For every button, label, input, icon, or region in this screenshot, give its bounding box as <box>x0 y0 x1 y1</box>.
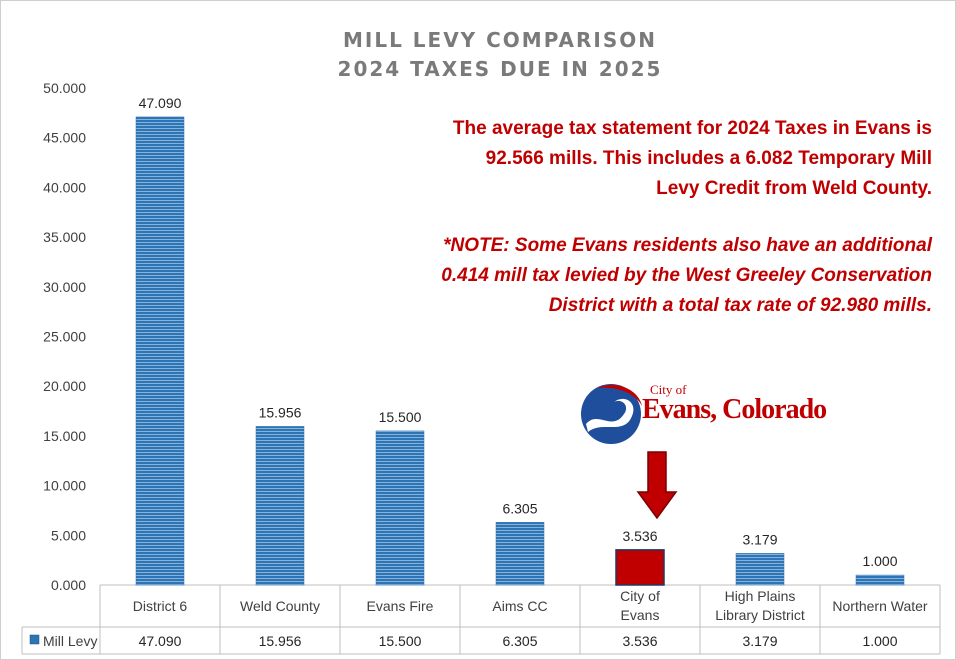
y-tick-label: 50.000 <box>43 80 86 96</box>
y-tick-label: 15.000 <box>43 428 86 444</box>
y-tick-label: 5.000 <box>51 527 86 543</box>
y-tick-label: 20.000 <box>43 378 86 394</box>
bar <box>855 574 905 586</box>
city-of-evans-logo: City of Evans, Colorado <box>578 380 827 448</box>
note-line-3: Levy Credit from Weld County. <box>656 178 932 199</box>
bar <box>255 426 305 586</box>
y-tick-label: 45.000 <box>43 130 86 146</box>
conservation-district-note: *NOTE: Some Evans residents also have an… <box>332 231 932 321</box>
y-tick-label: 10.000 <box>43 478 86 494</box>
table-value: 3.536 <box>622 633 657 649</box>
data-label: 3.536 <box>622 528 657 544</box>
category-label: Aims CC <box>492 598 547 614</box>
bar <box>135 116 185 586</box>
chart-subtitle: 2024 TAXES DUE IN 2025 <box>337 57 663 81</box>
chart-title: MILL LEVY COMPARISON <box>343 28 657 52</box>
category-label: Weld County <box>240 598 320 614</box>
y-tick-label: 0.000 <box>51 577 86 593</box>
logo-main-text: Evans, Colorado <box>642 394 827 425</box>
logo-swoosh-icon <box>581 384 642 444</box>
note-line-1: The average tax statement for 2024 Taxes… <box>452 118 932 139</box>
bar <box>375 430 425 586</box>
average-tax-note: The average tax statement for 2024 Taxes… <box>332 114 932 204</box>
note-line-5: 0.414 mill tax levied by the West Greele… <box>441 265 932 286</box>
category-label: Evans Fire <box>367 598 434 614</box>
y-tick-label: 30.000 <box>43 279 86 295</box>
category-label: High Plains Library District <box>715 588 805 623</box>
data-label: 15.956 <box>259 404 302 420</box>
note-line-2: 92.566 mills. This includes a 6.082 Temp… <box>485 148 932 169</box>
y-tick-label: 40.000 <box>43 179 86 195</box>
y-tick-label: 25.000 <box>43 329 86 345</box>
y-tick-label: 35.000 <box>43 229 86 245</box>
legend-series-name: Mill Levy <box>43 633 97 649</box>
chart-title-block: MILL LEVY COMPARISON 2024 TAXES DUE IN 2… <box>260 26 740 84</box>
table-value: 6.305 <box>502 633 537 649</box>
table-value: 3.179 <box>742 633 777 649</box>
note-line-4: *NOTE: Some Evans residents also have an… <box>443 235 932 256</box>
bar <box>615 549 665 586</box>
category-label: District 6 <box>133 598 188 614</box>
table-value: 15.956 <box>259 633 302 649</box>
note-line-6: District with a total tax rate of 92.980… <box>548 295 932 316</box>
data-label: 15.500 <box>379 409 422 425</box>
table-value: 15.500 <box>379 633 422 649</box>
logo-top-text: City of <box>650 382 687 397</box>
table-value: 47.090 <box>139 633 182 649</box>
data-label: 3.179 <box>742 531 777 547</box>
data-label: 47.090 <box>139 95 182 111</box>
table-value: 1.000 <box>862 633 897 649</box>
bar <box>735 553 785 586</box>
category-label: Northern Water <box>832 598 928 614</box>
bar <box>495 522 545 586</box>
data-label: 6.305 <box>502 500 537 516</box>
legend-swatch <box>29 634 40 645</box>
data-label: 1.000 <box>862 553 897 569</box>
category-label: City of Evans <box>620 588 660 623</box>
